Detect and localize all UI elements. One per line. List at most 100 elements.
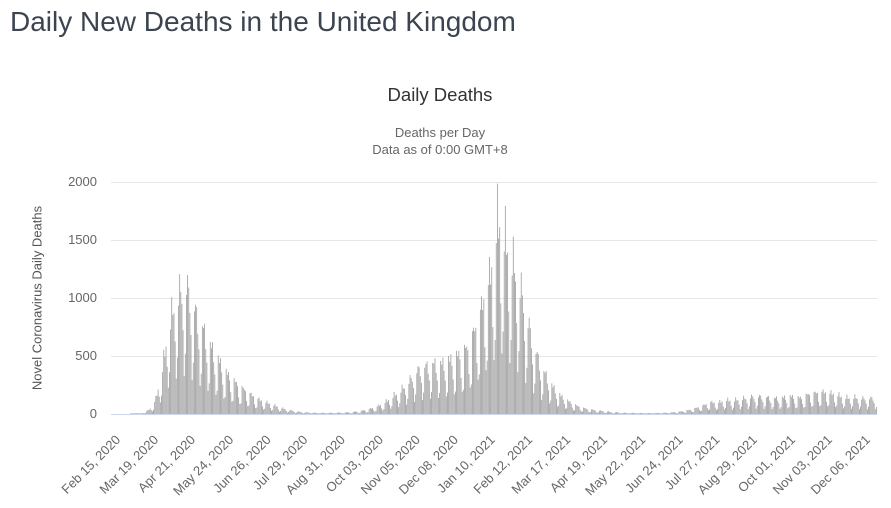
bar[interactable]: [849, 403, 851, 414]
bar[interactable]: [710, 402, 712, 414]
bar[interactable]: [458, 351, 460, 414]
bar[interactable]: [150, 410, 152, 414]
bar[interactable]: [649, 413, 650, 414]
bar[interactable]: [535, 353, 537, 414]
bar[interactable]: [182, 330, 184, 414]
bar[interactable]: [638, 413, 640, 414]
bar[interactable]: [358, 412, 360, 414]
bar[interactable]: [333, 413, 335, 414]
bar[interactable]: [792, 394, 793, 414]
bar[interactable]: [502, 331, 504, 414]
bar[interactable]: [634, 413, 636, 414]
bar[interactable]: [679, 411, 681, 414]
bar[interactable]: [603, 412, 605, 414]
bar[interactable]: [276, 406, 278, 414]
bar[interactable]: [479, 309, 481, 414]
bar[interactable]: [548, 390, 549, 414]
bar[interactable]: [544, 372, 546, 414]
bar[interactable]: [325, 413, 327, 414]
bar[interactable]: [611, 412, 613, 414]
bar[interactable]: [717, 409, 718, 414]
bar[interactable]: [138, 413, 140, 414]
bar[interactable]: [442, 357, 444, 414]
bar[interactable]: [823, 393, 825, 415]
bar[interactable]: [181, 303, 183, 414]
bar[interactable]: [650, 413, 652, 414]
bar[interactable]: [246, 401, 248, 414]
bar[interactable]: [356, 411, 358, 414]
bar[interactable]: [397, 400, 398, 414]
bar[interactable]: [769, 400, 771, 414]
bar[interactable]: [327, 413, 329, 414]
bar[interactable]: [489, 256, 490, 414]
bar[interactable]: [697, 407, 699, 414]
bar[interactable]: [156, 395, 158, 414]
bar[interactable]: [407, 398, 409, 414]
bar[interactable]: [216, 390, 218, 414]
bar[interactable]: [560, 396, 562, 414]
bar[interactable]: [274, 403, 276, 414]
bar[interactable]: [406, 404, 408, 414]
bar[interactable]: [222, 384, 224, 414]
bar[interactable]: [796, 407, 798, 414]
bar[interactable]: [393, 391, 395, 414]
bar[interactable]: [597, 412, 599, 414]
bar[interactable]: [828, 405, 830, 414]
bar[interactable]: [787, 408, 789, 414]
bar[interactable]: [180, 292, 182, 414]
bar[interactable]: [231, 401, 233, 414]
bar[interactable]: [545, 371, 547, 414]
bar[interactable]: [624, 412, 625, 414]
bar[interactable]: [260, 400, 262, 414]
bar[interactable]: [499, 227, 501, 414]
bar[interactable]: [731, 409, 733, 414]
bar[interactable]: [466, 346, 468, 414]
bar[interactable]: [200, 373, 202, 414]
bar[interactable]: [245, 391, 246, 414]
bar[interactable]: [503, 251, 505, 414]
bar[interactable]: [527, 328, 529, 414]
bar[interactable]: [675, 412, 676, 414]
bar[interactable]: [601, 411, 603, 414]
bar[interactable]: [746, 403, 748, 414]
bar[interactable]: [629, 413, 631, 414]
bar[interactable]: [579, 409, 581, 414]
bar[interactable]: [364, 410, 366, 414]
bar[interactable]: [461, 391, 463, 414]
bar[interactable]: [283, 409, 285, 414]
bar[interactable]: [848, 398, 850, 414]
bar[interactable]: [790, 396, 792, 414]
bar[interactable]: [637, 413, 639, 414]
bar[interactable]: [157, 389, 159, 414]
bar[interactable]: [812, 405, 814, 414]
bar[interactable]: [725, 407, 726, 414]
bar[interactable]: [196, 307, 198, 414]
bar[interactable]: [633, 412, 634, 414]
bar[interactable]: [569, 401, 571, 414]
bar[interactable]: [864, 400, 866, 414]
bar[interactable]: [169, 372, 170, 414]
bar[interactable]: [552, 387, 554, 414]
bar[interactable]: [672, 411, 674, 414]
bar[interactable]: [272, 409, 274, 414]
bar[interactable]: [558, 405, 560, 414]
bar[interactable]: [592, 409, 594, 414]
bar[interactable]: [876, 406, 877, 414]
bar[interactable]: [736, 400, 738, 414]
bar[interactable]: [270, 408, 271, 414]
bar[interactable]: [203, 327, 204, 414]
bar[interactable]: [360, 410, 362, 414]
bar[interactable]: [130, 413, 132, 414]
bar[interactable]: [591, 409, 592, 414]
bar[interactable]: [658, 413, 659, 414]
bar[interactable]: [139, 413, 141, 414]
bar[interactable]: [639, 412, 641, 414]
bar[interactable]: [193, 311, 195, 414]
bar[interactable]: [418, 367, 420, 414]
bar[interactable]: [171, 297, 173, 414]
bar[interactable]: [319, 413, 321, 414]
bar[interactable]: [289, 410, 291, 414]
bar[interactable]: [348, 412, 350, 414]
bar[interactable]: [428, 380, 430, 414]
bar[interactable]: [602, 411, 604, 414]
